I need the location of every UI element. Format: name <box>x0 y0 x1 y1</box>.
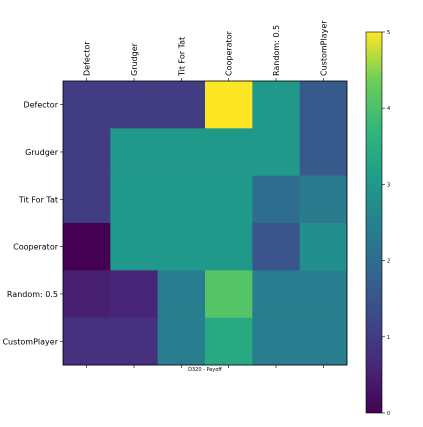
heatmap-cell <box>110 270 158 318</box>
heatmap-cell <box>252 270 300 318</box>
heatmap-cell <box>63 128 111 176</box>
colorbar-gradient <box>365 31 383 414</box>
x-tick-label: Defector <box>83 41 92 76</box>
heatmap-cell <box>157 81 206 129</box>
heatmap-cell <box>110 175 158 224</box>
heatmap-cell <box>157 270 206 318</box>
heatmap-cell <box>157 223 206 271</box>
heatmap-cell <box>205 175 253 224</box>
heatmap-cell <box>205 81 253 129</box>
heatmap-cell <box>157 317 206 366</box>
y-tick-label: CustomPlayer <box>2 337 58 346</box>
heatmap-cell <box>252 223 300 271</box>
heatmap-cell <box>299 175 348 224</box>
heatmap-cell <box>299 317 348 366</box>
colorbar-ticks: 0 1 2 3 4 5 <box>382 30 390 417</box>
heatmap-cells <box>63 81 348 366</box>
heatmap-cell <box>299 128 348 176</box>
x-tick-label: Grudger <box>130 42 139 76</box>
x-axis-label: D320 - Payoff <box>188 367 222 373</box>
colorbar-tick-label: 2 <box>387 259 390 265</box>
x-tick-label: Tit For Tat <box>177 37 186 77</box>
heatmap-cell <box>157 175 206 224</box>
x-tick-label: CustomPlayer <box>319 20 328 76</box>
heatmap-cell <box>63 175 111 224</box>
y-tick-label: Tit For Tat <box>18 195 58 204</box>
heatmap-cell <box>252 128 300 176</box>
colorbar-tick-label: 3 <box>387 182 390 188</box>
y-tick-label: Defector <box>23 101 58 110</box>
heatmap-cell <box>110 128 158 176</box>
heatmap-cell <box>252 81 300 129</box>
x-tick-label: Cooperator <box>225 30 234 76</box>
heatmap-cell <box>157 128 206 176</box>
x-tick-label: Random: 0.5 <box>272 25 281 76</box>
colorbar-tick-label: 1 <box>387 335 390 341</box>
colorbar: 0 1 2 3 4 5 <box>365 30 390 417</box>
y-tick-label: Random: 0.5 <box>7 290 58 299</box>
heatmap-cell <box>252 175 300 224</box>
heatmap-cell <box>63 81 111 129</box>
x-tick-labels: Defector Grudger Tit For Tat Cooperator Rand… <box>83 20 328 368</box>
heatmap-cell <box>110 317 158 366</box>
heatmap-cell <box>299 223 348 271</box>
y-tick-label: Cooperator <box>13 243 59 252</box>
y-tick-labels: Defector Grudger Tit For Tat Cooperator Rand… <box>2 101 63 346</box>
colorbar-tick-label: 4 <box>387 106 390 112</box>
heatmap-cell <box>205 128 253 176</box>
heatmap-cell <box>63 317 111 366</box>
colorbar-tick-label: 0 <box>387 411 390 417</box>
heatmap-cell <box>205 270 253 318</box>
heatmap-cell <box>205 317 253 366</box>
heatmap-cell <box>110 81 158 129</box>
colorbar-tick-label: 5 <box>387 30 390 36</box>
heatmap-cell <box>299 81 348 129</box>
heatmap-cell <box>299 270 348 318</box>
heatmap-cell <box>110 223 158 271</box>
heatmap-cell <box>63 270 111 318</box>
heatmap-cell <box>63 223 111 271</box>
heatmap-cell <box>205 223 253 271</box>
heatmap-cell <box>252 317 300 366</box>
plot-frame <box>62 80 348 366</box>
y-tick-label: Grudger <box>25 148 59 157</box>
